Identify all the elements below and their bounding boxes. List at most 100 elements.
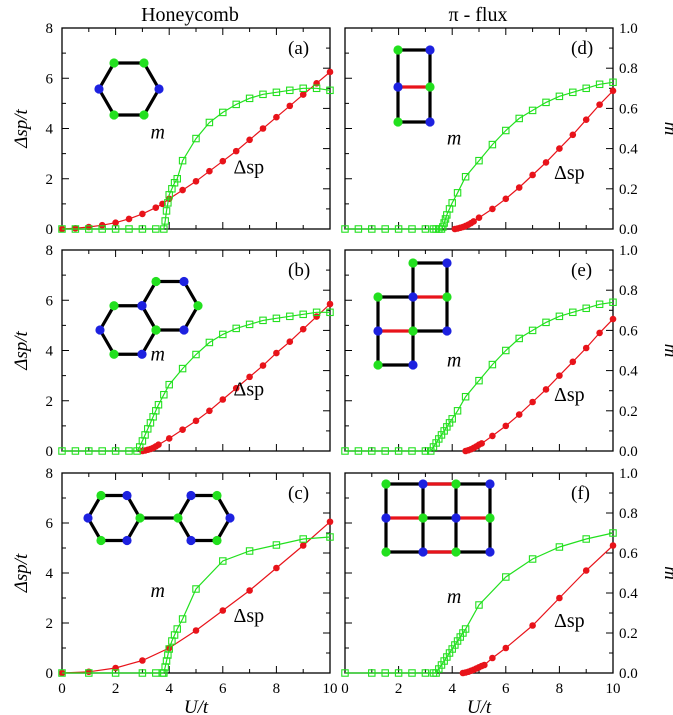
magnetization-data-point [326, 86, 334, 95]
gap-data-point [273, 349, 280, 357]
magnetization-data-point [488, 360, 497, 369]
panel-a: 0 2 4 6 8 Δsp/t (a) m Δsp [11, 21, 334, 238]
gap-data-point [502, 644, 510, 652]
magnetization-label: m [447, 128, 461, 150]
magnetization-data-point [555, 312, 564, 321]
magnetization-data-point [138, 669, 147, 677]
lattice-site [408, 360, 418, 370]
gap-data-point [286, 102, 294, 110]
magnetization-data-point [192, 134, 200, 143]
magnetization-data-point [272, 541, 281, 549]
y-left-tick-label: 2 [46, 394, 54, 410]
magnetization-data-point [502, 346, 510, 355]
gap-data-point [481, 661, 488, 669]
header-honeycomb: Honeycomb [141, 4, 239, 26]
lattice-site [373, 292, 383, 302]
lattice-site [96, 535, 106, 546]
lattice-site [173, 513, 183, 523]
gap-data-point [259, 362, 267, 369]
gap-label: Δsp [234, 157, 265, 179]
gap-data-point [569, 358, 577, 366]
y-right-axis-label: m [660, 566, 673, 580]
magnetization-data-point [192, 585, 200, 593]
magnetization-data-point [165, 645, 173, 653]
gap-data-point [609, 87, 617, 95]
lattice-site [425, 117, 435, 127]
magnetization-data-point [326, 308, 334, 317]
gap-data-point [542, 159, 550, 166]
gap-data-point [179, 426, 186, 433]
lattice-site [408, 292, 418, 302]
gap-series-line [142, 303, 331, 452]
magnetization-data-point [312, 84, 321, 93]
magnetization-data-point [205, 338, 214, 347]
x-tick-label: 6 [502, 681, 510, 697]
gap-label: Δsp [234, 605, 265, 627]
y-left-tick-label: 4 [46, 566, 54, 582]
x-tick-label: 10 [606, 681, 621, 697]
magnetization-data-point [502, 573, 510, 581]
x-tick-label: 8 [273, 681, 281, 697]
lattice-site [212, 535, 222, 546]
magnetization-data-point [58, 447, 66, 455]
magnetization-data-point [178, 156, 187, 165]
lattice-site [95, 325, 105, 335]
magnetization-data-point [152, 225, 160, 233]
lattice-site [408, 258, 418, 268]
lattice-site [109, 110, 119, 120]
y-left-tick-label: 4 [46, 122, 54, 138]
magnetization-data-point [173, 625, 181, 633]
magnetization-data-point [461, 625, 470, 633]
lattice-site [393, 82, 403, 92]
gap-data-point [313, 313, 320, 320]
lattice-site [135, 513, 145, 523]
magnetization-data-point [165, 380, 173, 389]
magnetization-data-point [595, 300, 604, 309]
magnetization-data-point [461, 172, 470, 181]
magnetization-data-point [368, 225, 376, 233]
gap-data-point [596, 329, 603, 337]
magnetization-series-line [345, 301, 614, 452]
lattice-site [154, 84, 164, 94]
magnetization-data-point [515, 114, 523, 123]
lattice-site [373, 326, 383, 336]
magnetization-data-point [326, 533, 334, 541]
magnetization-data-point [440, 219, 448, 227]
lattice-inset [393, 45, 435, 127]
magnetization-data-point [154, 401, 163, 409]
magnetization-data-point [595, 80, 604, 89]
magnetization-data-point [475, 156, 483, 165]
lattice-site [137, 301, 147, 311]
lattice-site [425, 82, 435, 92]
y-left-tick-label: 0 [46, 222, 54, 238]
magnetization-data-point [85, 669, 93, 677]
lattice-site [442, 258, 452, 268]
magnetization-series-line [345, 81, 614, 230]
lattice-site [96, 490, 106, 501]
lattice-site [139, 110, 149, 120]
gap-label: Δsp [554, 610, 585, 632]
x-tick-label: 4 [448, 681, 456, 697]
gap-series-line [462, 545, 614, 674]
lattice-site [179, 325, 189, 335]
magnetization-label: m [447, 350, 461, 372]
magnetization-data-point [341, 669, 349, 677]
gap-label: Δsp [554, 384, 585, 406]
magnetization-data-point [205, 118, 214, 127]
gap-data-point [299, 325, 307, 333]
gap-series-line [454, 90, 614, 230]
x-tick-label: 6 [219, 681, 227, 697]
gap-data-point [206, 167, 213, 175]
gap-data-point [139, 210, 146, 218]
y-left-axis-label: Δsp/t [11, 330, 32, 370]
lattice-site [109, 58, 119, 68]
gap-series-line [465, 318, 614, 452]
magnetization-data-point [368, 669, 376, 677]
lattice-site [418, 547, 428, 557]
magnetization-label: m [150, 344, 164, 366]
gap-data-point [596, 101, 603, 108]
magnetization-data-point [569, 88, 577, 97]
magnetization-data-point [448, 199, 456, 207]
gap-data-point [502, 422, 510, 430]
